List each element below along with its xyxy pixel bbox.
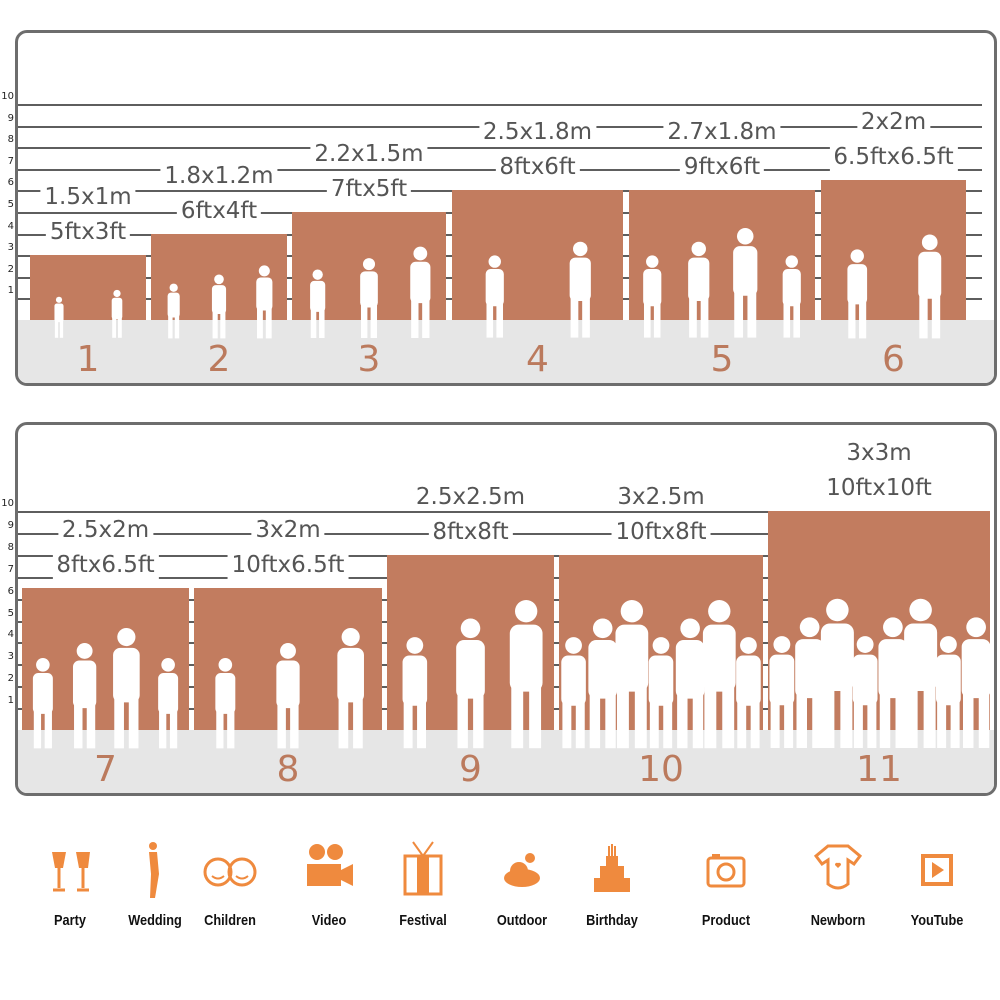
backdrop-number: 11 [856, 749, 902, 790]
use-case-label: Video [311, 912, 347, 929]
play-button-icon [921, 854, 953, 886]
use-case-label: Product [701, 912, 751, 929]
size-imperial-label: 8ftx8ft [428, 517, 513, 546]
use-case-label: Wedding [128, 912, 182, 929]
baby-onesie-icon [813, 844, 863, 890]
size-metric-label: 2.5x2.5m [411, 482, 530, 511]
backdrop-number: 5 [710, 339, 734, 380]
size-metric-label: 2.5x1.8m [478, 118, 597, 147]
backdrop-number: 10 [638, 749, 684, 790]
ruler-tick-label: 8 [7, 541, 14, 553]
size-imperial-label: 8ftx6ft [495, 153, 580, 182]
size-metric-label: 2.5x2m [57, 515, 154, 544]
backdrop-number: 8 [276, 749, 300, 790]
floor [18, 320, 994, 383]
size-metric-label: 3x2m [251, 515, 325, 544]
size-imperial-label: 10ftx10ft [822, 474, 936, 502]
backdrop-number: 4 [526, 339, 549, 380]
ruler-tick-label: 9 [7, 112, 14, 124]
ruler-tick-label: 10 [1, 498, 14, 509]
people-silhouette [769, 598, 990, 748]
ruler-gridline [18, 104, 982, 106]
gift-box-icon [403, 841, 443, 896]
size-imperial-label: 5ftx3ft [45, 218, 131, 247]
use-case-label: Party [54, 912, 86, 929]
backdrop-number: 1 [76, 339, 100, 380]
birthday-cake-icon [594, 844, 630, 892]
people-silhouette [561, 599, 761, 748]
ruler-tick-label: 4 [7, 629, 14, 641]
use-case-label: Newborn [810, 912, 866, 929]
backdrop-number: 6 [882, 339, 905, 380]
champagne-glasses-icon [52, 852, 90, 892]
size-imperial-label: 6ftx4ft [176, 196, 262, 225]
size-metric-label: 3x3m [842, 439, 916, 467]
ruler-tick-label: 7 [7, 563, 14, 575]
ruler-tick-label: 5 [7, 199, 14, 210]
ruler-gridline [18, 511, 982, 513]
use-case-label: YouTube [910, 912, 964, 929]
size-metric-label: 2x2m [856, 107, 931, 136]
ruler-tick-label: 10 [1, 91, 14, 102]
ruler-tick-label: 1 [7, 285, 14, 297]
people-silhouette [643, 228, 801, 338]
children-faces-icon [203, 857, 257, 887]
camera-icon [706, 854, 746, 888]
backdrop-number: 3 [357, 339, 381, 380]
backdrop-bar-6 [821, 179, 966, 320]
ruler-tick-label: 7 [7, 155, 14, 167]
size-metric-label: 2.7x1.8m [663, 118, 781, 147]
size-imperial-label: 7ftx5ft [326, 175, 412, 203]
use-case-label: Festival [399, 912, 447, 929]
people-silhouette [485, 242, 591, 338]
ruler-gridline [18, 147, 982, 150]
movie-camera-icon [307, 844, 353, 886]
size-metric-label: 1.5x1m [40, 183, 136, 212]
size-metric-label: 2.2x1.5m [310, 140, 428, 168]
backdrop-bar-4 [452, 190, 623, 320]
ruler-tick-label: 2 [7, 673, 14, 685]
backdrop-number: 9 [459, 749, 482, 790]
ruler-tick-label: 8 [7, 134, 14, 146]
use-case-label: Children [204, 912, 256, 929]
backdrop-number: 7 [94, 749, 117, 790]
ruler-tick-label: 4 [7, 220, 14, 232]
ruler-tick-label: 5 [7, 607, 14, 619]
ruler-tick-label: 2 [7, 263, 14, 275]
backdrop-number: 2 [207, 339, 231, 380]
size-imperial-label: 10ftx6.5ft [227, 550, 349, 579]
cloud-icon [504, 853, 540, 887]
size-metric-label: 3x2.5m [613, 482, 709, 511]
people-silhouette [310, 246, 431, 338]
ruler-tick-label: 3 [7, 651, 14, 663]
ruler-tick-label: 6 [7, 585, 14, 597]
wedding-couple-icon [149, 842, 159, 898]
people-silhouette [54, 290, 123, 338]
ruler-tick-label: 3 [7, 242, 14, 254]
people-silhouette [167, 264, 273, 338]
size-imperial-label: 6.5ftx6.5ft [829, 142, 958, 171]
size-imperial-label: 8ftx6.5ft [52, 550, 159, 579]
ruler-tick-label: 1 [7, 695, 14, 707]
size-imperial-label: 9ftx6ft [679, 153, 765, 182]
people-silhouette [32, 627, 179, 748]
size-metric-label: 1.8x1.2m [160, 161, 278, 190]
backdrop-bar-1 [30, 255, 146, 320]
use-case-label: Outdoor [496, 912, 548, 929]
ruler-tick-label: 6 [7, 177, 14, 189]
people-silhouette [847, 234, 942, 338]
ruler-tick-label: 9 [7, 519, 14, 531]
people-silhouette [402, 599, 543, 748]
use-case-label: Birthday [586, 912, 638, 929]
people-silhouette [215, 627, 364, 748]
size-imperial-label: 10ftx8ft [611, 517, 711, 546]
